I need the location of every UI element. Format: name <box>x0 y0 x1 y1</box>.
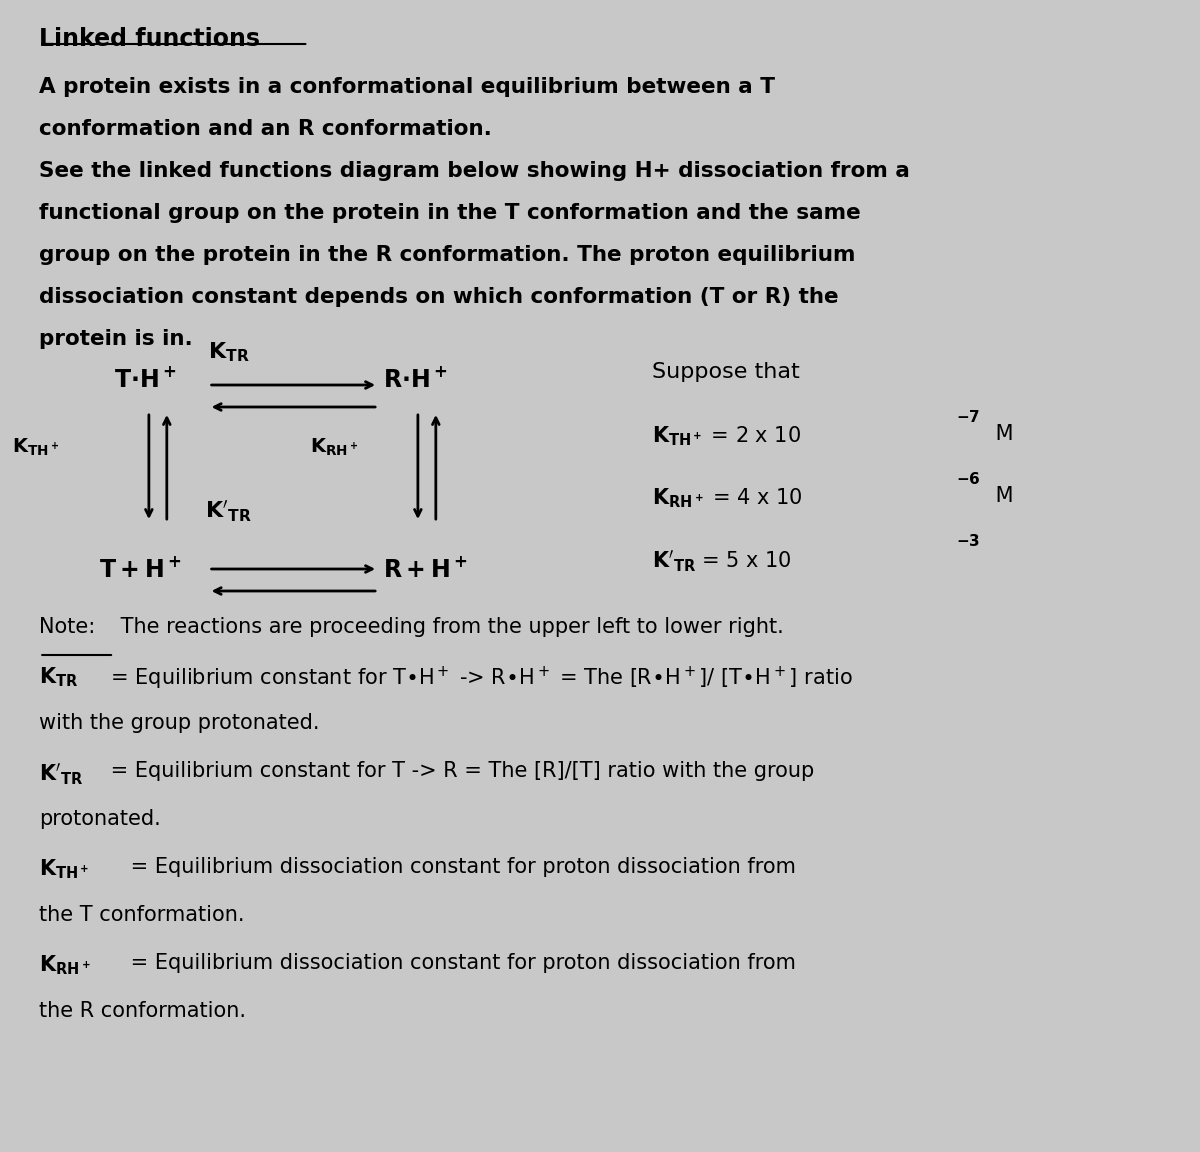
Text: protein is in.: protein is in. <box>40 329 193 349</box>
Text: Suppose that: Suppose that <box>652 362 799 382</box>
Text: = Equilibrium dissociation constant for proton dissociation from: = Equilibrium dissociation constant for … <box>124 857 796 877</box>
Text: protonated.: protonated. <box>40 809 161 829</box>
Text: the R conformation.: the R conformation. <box>40 1001 246 1021</box>
Text: $\mathbf{-7}$: $\mathbf{-7}$ <box>956 409 980 425</box>
Text: $\mathbf{K_{TR}}$: $\mathbf{K_{TR}}$ <box>208 340 250 364</box>
Text: $\mathbf{K'_{TR}}$ = 5 x 10: $\mathbf{K'_{TR}}$ = 5 x 10 <box>652 548 792 574</box>
Text: M: M <box>989 424 1013 444</box>
Text: $\mathbf{T{\bullet}H^+}$: $\mathbf{T{\bullet}H^+}$ <box>114 367 176 392</box>
Text: $\mathbf{K_{RH^+}}$: $\mathbf{K_{RH^+}}$ <box>40 953 91 977</box>
Text: $\mathbf{K'_{TR}}$: $\mathbf{K'_{TR}}$ <box>40 761 84 787</box>
Text: $\mathbf{R + H^+}$: $\mathbf{R + H^+}$ <box>383 558 468 582</box>
Text: functional group on the protein in the T conformation and the same: functional group on the protein in the T… <box>40 203 862 223</box>
Text: group on the protein in the R conformation. The proton equilibrium: group on the protein in the R conformati… <box>40 245 856 265</box>
Text: $\mathbf{T + H^+}$: $\mathbf{T + H^+}$ <box>100 558 181 582</box>
Text: $\mathbf{K_{TH^+}}$: $\mathbf{K_{TH^+}}$ <box>40 857 90 880</box>
Text: = Equilibrium constant for T -> R = The [R]/[T] ratio with the group: = Equilibrium constant for T -> R = The … <box>104 761 815 781</box>
Text: See the linked functions diagram below showing H+ dissociation from a: See the linked functions diagram below s… <box>40 161 910 181</box>
Text: A protein exists in a conformational equilibrium between a T: A protein exists in a conformational equ… <box>40 77 775 97</box>
Text: Linked functions: Linked functions <box>40 26 260 51</box>
Text: $\mathbf{K_{RH^+}}$: $\mathbf{K_{RH^+}}$ <box>310 437 358 457</box>
Text: $\mathbf{K'_{TR}}$: $\mathbf{K'_{TR}}$ <box>205 499 252 524</box>
Text: conformation and an R conformation.: conformation and an R conformation. <box>40 119 492 139</box>
Text: with the group protonated.: with the group protonated. <box>40 713 319 733</box>
Text: $\mathbf{-3}$: $\mathbf{-3}$ <box>956 533 980 550</box>
Text: = Equilibrium constant for T$\bullet$H$^+$ -> R$\bullet$H$^+$ = The [R$\bullet$H: = Equilibrium constant for T$\bullet$H$^… <box>104 665 853 692</box>
Text: = Equilibrium dissociation constant for proton dissociation from: = Equilibrium dissociation constant for … <box>124 953 796 973</box>
Text: $\mathbf{-6}$: $\mathbf{-6}$ <box>956 471 980 487</box>
Text: the T conformation.: the T conformation. <box>40 905 245 925</box>
Text: dissociation constant depends on which conformation (T or R) the: dissociation constant depends on which c… <box>40 287 839 306</box>
Text: Note:: Note: <box>40 617 96 637</box>
Text: $\mathbf{K_{TH^+}}$: $\mathbf{K_{TH^+}}$ <box>12 437 59 457</box>
Text: M: M <box>989 486 1013 506</box>
Text: $\mathbf{K_{TH^+}}$ = 2 x 10: $\mathbf{K_{TH^+}}$ = 2 x 10 <box>652 424 802 448</box>
Text: $\mathbf{K_{RH^+}}$ = 4 x 10: $\mathbf{K_{RH^+}}$ = 4 x 10 <box>652 486 803 509</box>
Text: $\mathbf{K_{TR}}$: $\mathbf{K_{TR}}$ <box>40 665 79 689</box>
Text: $\mathbf{R{\bullet}H^+}$: $\mathbf{R{\bullet}H^+}$ <box>383 367 448 392</box>
Text: The reactions are proceeding from the upper left to lower right.: The reactions are proceeding from the up… <box>114 617 784 637</box>
